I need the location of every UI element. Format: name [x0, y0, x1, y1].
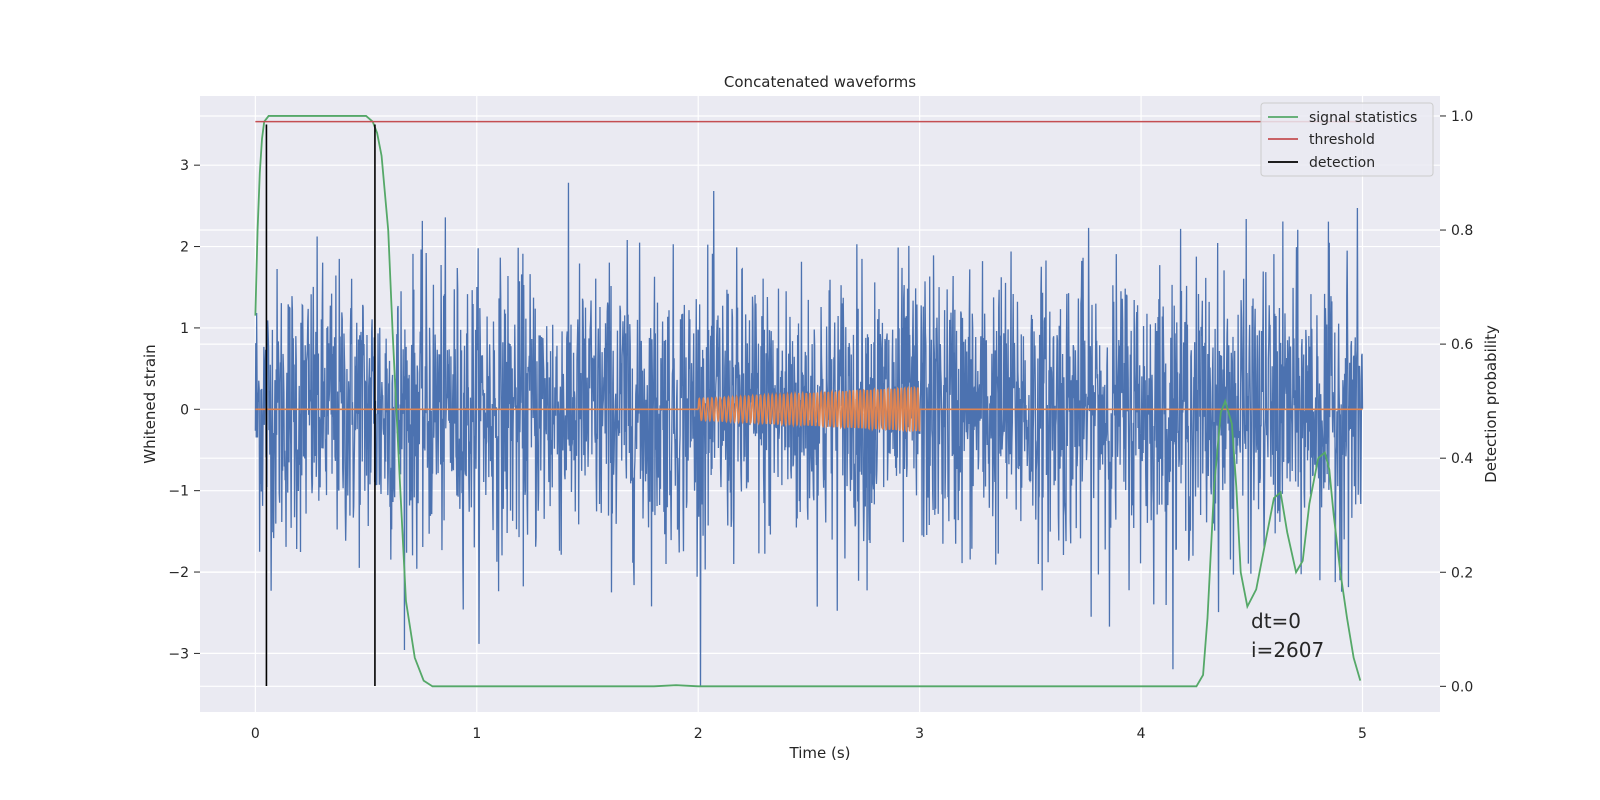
strain-noise-line — [254, 182, 1364, 686]
x-tick-label: 5 — [1358, 726, 1367, 742]
legend-label-threshold: threshold — [1309, 132, 1375, 148]
detection-lines — [265, 124, 376, 686]
y-tick-label: −2 — [168, 565, 189, 581]
y-tick-label: 0 — [180, 402, 189, 418]
y2-axis-ticks: 0.0 0.2 0.4 0.6 0.8 1.0 — [1440, 109, 1473, 695]
legend-label-detection: detection — [1309, 155, 1375, 171]
legend-label-signal-statistics: signal statistics — [1309, 110, 1417, 126]
x-axis-ticks: 0 1 2 3 4 5 — [251, 726, 1367, 742]
legend: signal statistics threshold detection — [1260, 102, 1434, 177]
y2-tick-label: 0.6 — [1451, 337, 1473, 353]
y-axis-ticks: −3 −2 −1 0 1 2 3 — [168, 158, 200, 662]
injected-waveform-line — [255, 385, 1363, 433]
x-tick-label: 3 — [915, 726, 924, 742]
x-tick-label: 1 — [472, 726, 481, 742]
chart-title: Concatenated waveforms — [724, 73, 916, 91]
annotation-dt: dt=0 — [1251, 609, 1301, 633]
y-tick-label: −3 — [168, 646, 189, 662]
x-tick-label: 2 — [694, 726, 703, 742]
y-tick-label: 2 — [180, 240, 189, 256]
x-tick-label: 0 — [251, 726, 260, 742]
y-tick-label: 1 — [180, 321, 189, 337]
y-tick-label: −1 — [168, 484, 189, 500]
annotations: dt=0 i=2607 — [1251, 609, 1324, 662]
y2-tick-label: 0.4 — [1451, 451, 1473, 467]
series-layer — [254, 115, 1364, 688]
y-tick-label: 3 — [180, 158, 189, 174]
y2-tick-label: 0.8 — [1451, 223, 1473, 239]
legend-box — [1260, 102, 1434, 177]
y2-axis-label: Detection probability — [1482, 325, 1500, 483]
signal-statistics-line — [254, 115, 1362, 688]
annotation-index: i=2607 — [1251, 638, 1324, 662]
x-tick-label: 4 — [1137, 726, 1146, 742]
y2-tick-label: 0.0 — [1451, 679, 1473, 695]
y2-tick-label: 1.0 — [1451, 109, 1473, 125]
x-axis-label: Time (s) — [789, 744, 851, 762]
y2-tick-label: 0.2 — [1451, 565, 1473, 581]
y-axis-label: Whitened strain — [141, 344, 159, 463]
